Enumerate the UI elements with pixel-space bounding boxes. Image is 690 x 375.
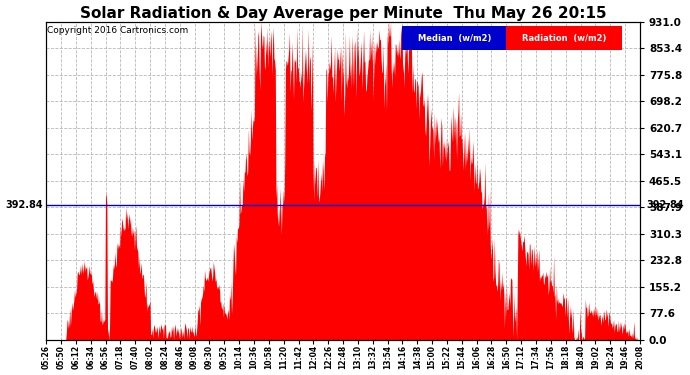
Title: Solar Radiation & Day Average per Minute  Thu May 26 20:15: Solar Radiation & Day Average per Minute… [80, 6, 607, 21]
Text: Median  (w/m2): Median (w/m2) [417, 34, 491, 43]
Text: 392.84: 392.84 [647, 200, 684, 210]
Bar [402, 27, 506, 50]
Text: 392.84: 392.84 [6, 200, 43, 210]
Text: Copyright 2016 Cartronics.com: Copyright 2016 Cartronics.com [47, 27, 188, 36]
Text: Radiation  (w/m2): Radiation (w/m2) [522, 34, 607, 43]
Bar [506, 27, 622, 50]
